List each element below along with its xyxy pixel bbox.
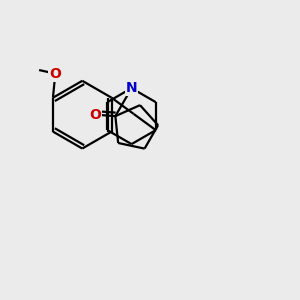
Text: O: O — [50, 67, 61, 81]
Text: O: O — [89, 108, 101, 122]
Text: N: N — [126, 81, 137, 95]
